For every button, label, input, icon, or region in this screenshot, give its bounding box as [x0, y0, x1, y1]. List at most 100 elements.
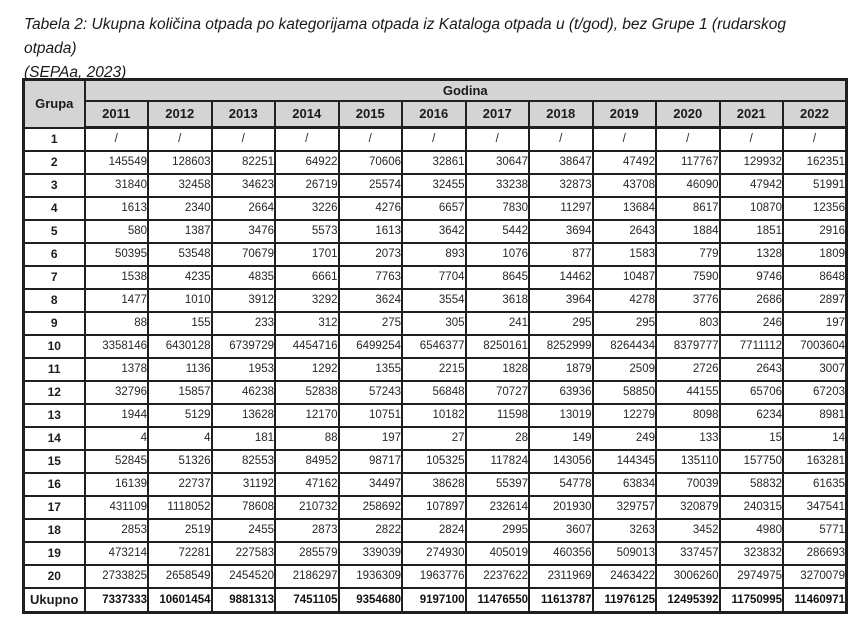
value-cell: 6739729	[210, 333, 276, 359]
value-cell: 3270079	[782, 563, 848, 589]
year-header-2020: 2020	[655, 99, 721, 129]
value-cell: /	[782, 126, 848, 152]
value-cell: 2658549	[147, 563, 213, 589]
value-cell: 47492	[591, 149, 657, 175]
value-cell: /	[591, 126, 657, 152]
value-cell: 31192	[210, 471, 276, 497]
value-cell: 10487	[591, 264, 657, 290]
year-header-2015: 2015	[337, 99, 403, 129]
group-cell: 17	[22, 494, 86, 520]
value-cell: 3912	[210, 287, 276, 313]
value-cell: 3007	[782, 356, 848, 382]
table-row-group-3: 3 31840 32458 34623 26719 25574 32455 33238 3287…	[22, 172, 848, 198]
value-cell: 2995	[464, 517, 530, 543]
value-cell: 82251	[210, 149, 276, 175]
table-body: 1// / / / / / / / / //2 145549 128603 82251 64922 7060…	[22, 126, 848, 614]
value-cell: 5442	[464, 218, 530, 244]
group-cell: 1	[22, 126, 86, 152]
group-cell: 14	[22, 425, 86, 451]
value-cell: 7704	[401, 264, 467, 290]
value-cell: 1387	[147, 218, 213, 244]
value-cell: 32796	[83, 379, 149, 405]
value-cell: 2643	[718, 356, 784, 382]
value-cell: 1613	[83, 195, 149, 221]
value-cell: 163281	[782, 448, 848, 474]
value-cell: 6546377	[401, 333, 467, 359]
value-cell: 3694	[528, 218, 594, 244]
value-cell: 53548	[147, 241, 213, 267]
year-header-2016: 2016	[401, 99, 467, 129]
value-cell: 3263	[591, 517, 657, 543]
value-cell: 3554	[401, 287, 467, 313]
value-cell: 162351	[782, 149, 848, 175]
group-cell: 6	[22, 241, 86, 267]
value-cell: 133	[655, 425, 721, 451]
value-cell: 7763	[337, 264, 403, 290]
value-cell: 339039	[337, 540, 403, 566]
value-cell: 32455	[401, 172, 467, 198]
value-cell: 46090	[655, 172, 721, 198]
value-cell: 233	[210, 310, 276, 336]
value-cell: 2237622	[464, 563, 530, 589]
value-cell: 779	[655, 241, 721, 267]
value-cell: 8648	[782, 264, 848, 290]
value-cell: 1828	[464, 356, 530, 382]
value-cell: 6661	[274, 264, 340, 290]
value-cell: 240315	[718, 494, 784, 520]
value-cell: 241	[464, 310, 530, 336]
value-cell: 144345	[591, 448, 657, 474]
value-cell: 30647	[464, 149, 530, 175]
value-cell: 1884	[655, 218, 721, 244]
value-cell: 50395	[83, 241, 149, 267]
group-cell: 12	[22, 379, 86, 405]
value-cell: 197	[782, 310, 848, 336]
value-cell: 8252999	[528, 333, 594, 359]
value-cell: 181	[210, 425, 276, 451]
value-cell: 1076	[464, 241, 530, 267]
value-cell: 3624	[337, 287, 403, 313]
value-cell: 54778	[528, 471, 594, 497]
value-cell: 877	[528, 241, 594, 267]
table-row-group-7: 7 1538 4235 4835 6661 7763 7704 8645 14462 10487 7…	[22, 264, 848, 290]
value-cell: 51991	[782, 172, 848, 198]
year-header-2017: 2017	[464, 99, 530, 129]
value-cell: 47942	[718, 172, 784, 198]
value-cell: 78608	[210, 494, 276, 520]
value-cell: 329757	[591, 494, 657, 520]
group-cell: 19	[22, 540, 86, 566]
value-cell: /	[210, 126, 276, 152]
header-row-years: 2011 2012 2013 2014 2015 2016 2017 2018 2019 2020…	[24, 99, 848, 129]
group-cell: 5	[22, 218, 86, 244]
value-cell: 44155	[655, 379, 721, 405]
value-cell: 129932	[718, 149, 784, 175]
year-header-2012: 2012	[147, 99, 213, 129]
table-row-group-1: 1// / / / / / / / / / /	[22, 126, 848, 152]
value-cell: 3226	[274, 195, 340, 221]
value-cell: 6234	[718, 402, 784, 428]
value-cell: /	[464, 126, 530, 152]
year-header-2013: 2013	[210, 99, 276, 129]
table-row-group-14: 14 4 4 181 88 197 27 28 149 249 133 15 14	[22, 425, 848, 451]
value-cell: 2455	[210, 517, 276, 543]
value-cell: 117767	[655, 149, 721, 175]
value-cell: 3358146	[83, 333, 149, 359]
value-cell: 893	[401, 241, 467, 267]
value-cell: 405019	[464, 540, 530, 566]
value-cell: 3292	[274, 287, 340, 313]
value-cell: 312	[274, 310, 340, 336]
value-cell: 65706	[718, 379, 784, 405]
table-row-group-4: 4 1613 2340 2664 3226 4276 6657 7830 11297 13684 8…	[22, 195, 848, 221]
value-cell: 2916	[782, 218, 848, 244]
value-cell: 34623	[210, 172, 276, 198]
value-cell: 3476	[210, 218, 276, 244]
total-value-cell: 9881313	[210, 586, 276, 614]
value-cell: 197	[337, 425, 403, 451]
value-cell: 43708	[591, 172, 657, 198]
total-value-cell: 11613787	[528, 586, 594, 614]
value-cell: 323832	[718, 540, 784, 566]
value-cell: 1378	[83, 356, 149, 382]
value-cell: 1879	[528, 356, 594, 382]
total-value-cell: 7337333	[83, 586, 149, 614]
waste-table: Grupa Godina 2011 2012 2013 2014 2015 2016 2017 2…	[22, 78, 848, 614]
total-label: Ukupno	[22, 586, 86, 614]
